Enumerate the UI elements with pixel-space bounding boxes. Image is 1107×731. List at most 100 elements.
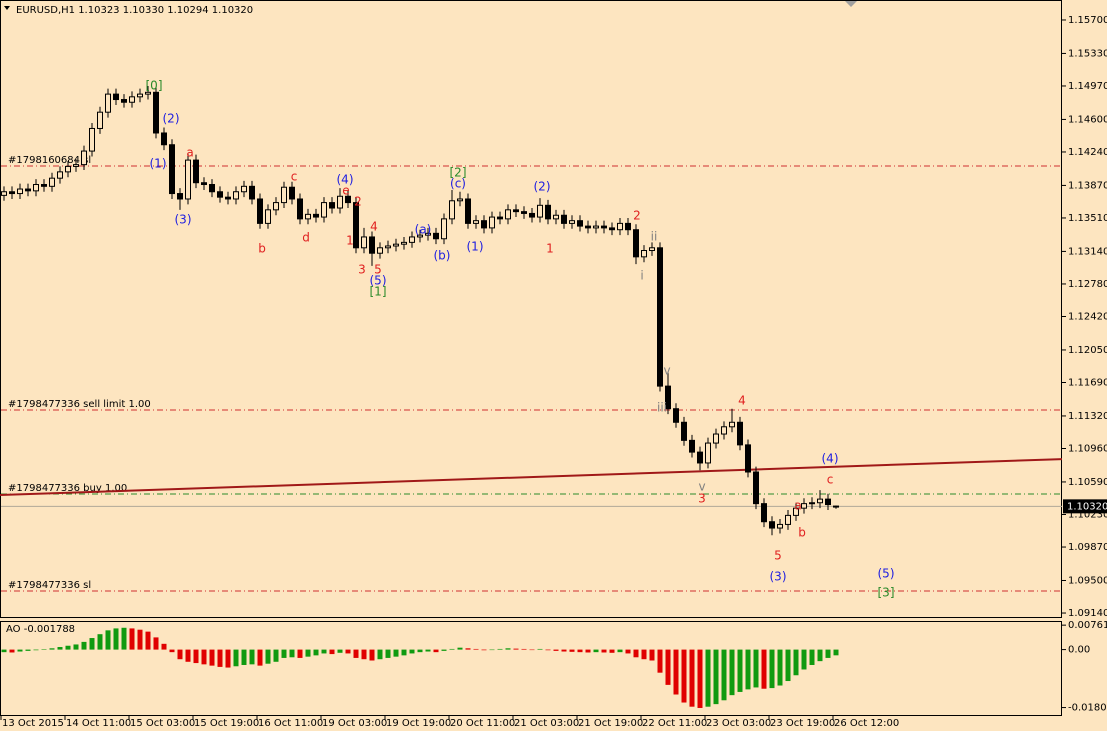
candle-body <box>393 243 399 247</box>
ao-bar <box>673 649 679 695</box>
wave-label: c <box>827 473 834 487</box>
y-tick-label: 1.15700 <box>1068 15 1107 26</box>
candle-body <box>553 214 559 220</box>
ao-bar <box>545 649 551 651</box>
price-pane-border <box>0 0 1062 618</box>
ao-bar <box>809 649 815 665</box>
ao-bar <box>761 649 767 689</box>
candle-body <box>289 186 295 200</box>
wave-label: (3) <box>175 213 192 227</box>
candle-body <box>201 182 207 186</box>
wave-label: 5 <box>374 263 382 277</box>
candle-body <box>745 444 751 473</box>
wave-label: 3 <box>698 492 706 506</box>
candle-body <box>625 222 631 231</box>
wave-label: ii <box>651 230 658 244</box>
candle-body <box>225 196 231 200</box>
candle-body <box>641 250 647 258</box>
candle-body <box>97 111 103 129</box>
ao-bar <box>513 648 519 650</box>
ao-bar <box>161 643 167 650</box>
ao-bar <box>417 649 423 653</box>
candle-body <box>665 385 671 410</box>
ao-bar <box>801 649 807 670</box>
candle-body <box>505 209 511 220</box>
x-tick-label: 23 Oct 03:00 <box>706 718 771 729</box>
ao-bar <box>665 649 671 685</box>
ao-bar <box>257 649 263 666</box>
candle-body <box>345 195 351 204</box>
candle-body <box>825 498 831 506</box>
shift-marker <box>845 1 857 7</box>
y2-tick-label: -0.01807 <box>1068 703 1107 714</box>
candle-body <box>465 198 471 224</box>
ao-bar <box>793 649 799 676</box>
candle-body <box>801 503 807 509</box>
candle-body <box>705 442 711 464</box>
x-tick-label: 15 Oct 19:00 <box>194 718 259 729</box>
y-tick-label: 1.09870 <box>1068 542 1107 553</box>
candle-body <box>457 198 463 202</box>
candle-body <box>529 212 535 218</box>
ao-bar <box>745 649 751 690</box>
ao-bar <box>449 648 455 650</box>
y-tick-label: 1.11690 <box>1068 377 1107 388</box>
wave-label: iii <box>657 401 667 415</box>
candle-body <box>329 202 335 209</box>
wave-label: i <box>640 269 643 283</box>
wave-label: (2) <box>534 180 551 194</box>
y-tick-label: 1.13510 <box>1068 213 1107 224</box>
ao-bar <box>121 627 127 650</box>
wave-label: (1) <box>150 157 167 171</box>
ao-bar <box>273 649 279 662</box>
ao-bar <box>497 648 503 650</box>
ao-bar <box>681 649 687 703</box>
candle-body <box>577 220 583 227</box>
candle-body <box>241 185 247 193</box>
wave-label: 2 <box>354 195 362 209</box>
wave-label: [1] <box>370 285 387 299</box>
ao-bar <box>105 630 111 650</box>
wave-label: c <box>291 170 298 184</box>
candle-body <box>129 96 135 103</box>
candle-body <box>753 471 759 505</box>
y-tick-label: 1.15330 <box>1068 48 1107 59</box>
ao-bar <box>9 649 15 653</box>
candle-body <box>777 523 783 529</box>
wave-label: (5) <box>370 274 387 288</box>
ao-bar <box>265 649 271 664</box>
ao-bar <box>577 649 583 653</box>
ao-bar <box>713 649 719 705</box>
wave-label: 4 <box>738 394 746 408</box>
ao-bar <box>785 649 791 682</box>
candle-body <box>449 200 455 220</box>
candle-body <box>65 165 71 173</box>
ao-bar <box>193 649 199 664</box>
candle-body <box>609 227 615 231</box>
candle-body <box>25 188 31 192</box>
ao-bar <box>521 648 527 650</box>
candle-body <box>369 236 375 254</box>
y-tick-label: 1.12420 <box>1068 312 1107 323</box>
ao-bar <box>409 649 415 654</box>
wave-label: 1 <box>346 234 354 248</box>
candle-body <box>273 202 279 211</box>
candle-body <box>441 218 447 240</box>
ao-bar <box>201 649 207 665</box>
candle-body <box>649 247 655 252</box>
x-tick-label: 15 Oct 03:00 <box>130 718 195 729</box>
candle-body <box>513 209 519 213</box>
ao-bar <box>729 649 735 696</box>
ao-bar <box>625 649 631 654</box>
candle-body <box>177 193 183 200</box>
candle-body <box>585 225 591 229</box>
candle-body <box>601 225 607 229</box>
candle-body <box>145 91 151 95</box>
wave-label: d <box>302 231 310 245</box>
candle-body <box>9 191 15 195</box>
ao-bar <box>777 649 783 686</box>
ao-bar <box>177 649 183 660</box>
candle-body <box>401 241 407 245</box>
